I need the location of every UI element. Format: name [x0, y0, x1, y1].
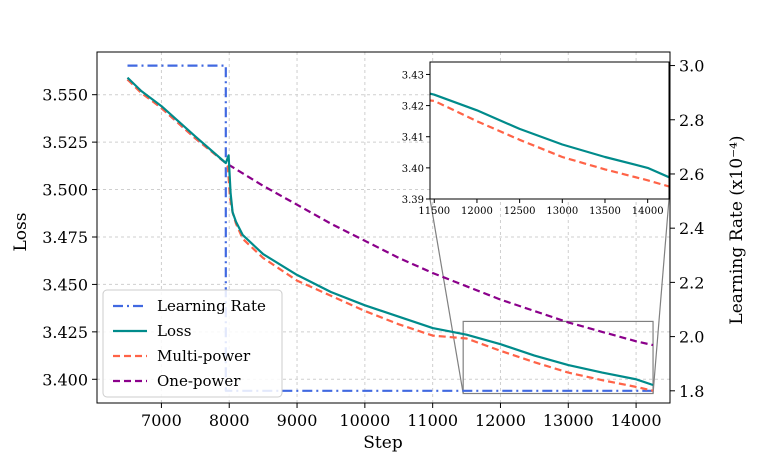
inset-x-tick-label: 11500	[418, 206, 450, 217]
y-tick-label: 3.500	[42, 181, 88, 200]
y-right-tick-label: 2.4	[679, 219, 704, 238]
y-right-tick-label: 2.0	[679, 328, 704, 347]
inset-y-tick-label: 3.42	[402, 102, 424, 113]
y-right-tick-label: 2.6	[679, 165, 704, 184]
x-tick-label: 9000	[277, 411, 318, 430]
series-line-loss	[126, 76, 654, 387]
x-tick-label: 10000	[339, 411, 390, 430]
inset-series-line-multi-power	[430, 99, 669, 188]
y-right-tick-label: 2.2	[679, 273, 704, 292]
zoom-connector-right	[652, 198, 670, 394]
y-tick-label: 3.525	[42, 133, 88, 152]
legend-label: Multi-power	[157, 347, 251, 365]
x-axis-label: Step	[363, 433, 403, 453]
y-axis-right-label: Learning Rate (x10⁻⁴)	[727, 135, 747, 324]
inset-series-group	[430, 92, 669, 188]
inset-y-tick-label: 3.41	[402, 133, 424, 144]
inset-plot-area	[430, 62, 669, 199]
inset-y-tick-label: 3.39	[402, 195, 424, 206]
inset-y-tick-label: 3.40	[402, 164, 424, 175]
x-tick-label: 14000	[611, 411, 662, 430]
series-line-learning-rate	[127, 64, 653, 392]
legend-label: Learning Rate	[157, 297, 266, 315]
y-right-tick-label: 2.8	[679, 111, 704, 130]
zoom-region-box	[462, 320, 654, 395]
y-tick-label: 3.400	[42, 370, 88, 389]
plot-frame	[96, 51, 671, 404]
inset-x-tick-label: 12000	[461, 206, 493, 217]
inset-x-tick-label: 14000	[632, 206, 664, 217]
x-tick-label: 12000	[475, 411, 526, 430]
legend-label: Loss	[157, 322, 191, 340]
y-right-tick-label: 1.8	[679, 382, 704, 401]
x-tick-label: 11000	[407, 411, 458, 430]
zoom-connector-left	[429, 198, 464, 394]
x-tick-label: 7000	[141, 411, 182, 430]
y-tick-label: 3.450	[42, 275, 88, 294]
y-tick-label: 3.475	[42, 228, 88, 247]
inset-x-tick-label: 12500	[504, 206, 536, 217]
y-tick-label: 3.550	[42, 86, 88, 105]
inset-y-tick-label: 3.43	[402, 70, 424, 81]
x-tick-label: 13000	[543, 411, 594, 430]
y-right-tick-label: 3.0	[679, 57, 704, 76]
inset-frame	[429, 61, 670, 200]
inset-x-tick-label: 13500	[589, 206, 621, 217]
legend-box	[102, 289, 283, 398]
inset-series-line-loss	[430, 92, 669, 179]
y-tick-label: 3.425	[42, 323, 88, 342]
y-axis-label: Loss	[11, 213, 31, 252]
inset-x-tick-label: 13000	[546, 206, 578, 217]
x-tick-label: 8000	[209, 411, 250, 430]
legend-label: One-power	[157, 372, 241, 390]
